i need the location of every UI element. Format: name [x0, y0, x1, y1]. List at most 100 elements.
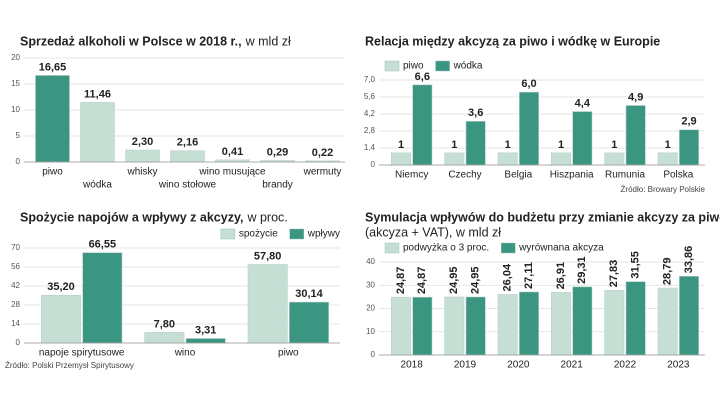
bar: [679, 129, 699, 166]
bar: [465, 296, 486, 356]
value-label: 0,29: [267, 146, 288, 158]
bar: [551, 292, 571, 356]
y-tick-label: 0: [371, 160, 376, 169]
value-label: 6,6: [415, 71, 430, 83]
value-label: 4,4: [575, 97, 591, 109]
legend-swatch: [384, 60, 400, 72]
x-tick-label: Belgia: [504, 170, 532, 181]
legend-swatch: [435, 60, 450, 72]
value-label: 30,14: [295, 288, 323, 300]
x-tick-label: wino musujące: [198, 167, 266, 178]
value-label: 2,9: [681, 116, 696, 128]
x-tick-label: Hiszpania: [550, 170, 594, 181]
x-tick-label: 2021: [561, 360, 584, 371]
value-label: 57,80: [254, 250, 282, 262]
bar: [185, 338, 226, 344]
bar: [657, 152, 678, 166]
y-tick-label: 0: [16, 157, 21, 166]
legend-label: spożycie: [239, 229, 278, 240]
bar: [604, 289, 625, 356]
value-label: 1: [505, 139, 511, 151]
legend-swatch: [289, 228, 305, 240]
bar: [572, 111, 593, 166]
value-label: 1: [451, 139, 457, 151]
value-label: 0,22: [312, 147, 333, 159]
value-label: 1: [611, 139, 617, 151]
y-tick-label: 20: [11, 53, 20, 62]
bar: [551, 152, 571, 166]
y-tick-label: 15: [11, 79, 20, 88]
bar: [572, 286, 593, 356]
bar: [82, 252, 123, 344]
value-label: 7,80: [154, 318, 175, 330]
bar: [412, 296, 433, 356]
value-label: 26,04: [502, 263, 514, 291]
value-label: 33,86: [683, 246, 695, 274]
bar: [412, 84, 433, 166]
y-tick-label: 20: [366, 304, 375, 313]
y-tick-label: 1,4: [364, 143, 376, 152]
value-label: 2,30: [132, 136, 153, 148]
bar: [604, 152, 625, 166]
legend-label: wpływy: [307, 229, 340, 240]
y-tick-label: 4,2: [364, 109, 376, 118]
x-tick-label: wino stołowe: [158, 180, 217, 191]
value-label: 11,46: [84, 88, 111, 100]
x-tick-label: brandy: [262, 180, 293, 191]
x-tick-label: Niemcy: [395, 170, 428, 181]
value-label: 35,20: [47, 281, 75, 293]
value-label: 16,65: [39, 61, 67, 73]
x-tick-label: wermuty: [303, 167, 342, 178]
legend-label: wyrównana akcyza: [518, 243, 604, 254]
y-tick-label: 0: [371, 350, 376, 359]
x-tick-label: napoje spirytusowe: [39, 348, 125, 359]
chart-title: Relacja między akcyzą za piwo i wódkę w …: [365, 34, 660, 48]
value-label: 31,55: [630, 251, 642, 279]
y-tick-label: 0: [16, 338, 21, 347]
bar: [247, 264, 288, 344]
bar: [80, 102, 115, 163]
value-label: 26,91: [555, 262, 567, 290]
value-label: 1: [558, 139, 564, 151]
value-label: 24,95: [448, 266, 460, 294]
y-tick-label: 14: [11, 319, 20, 328]
x-tick-label: Czechy: [448, 170, 481, 181]
bar: [170, 150, 205, 163]
y-tick-label: 10: [366, 327, 375, 336]
x-tick-label: 2018: [401, 360, 424, 371]
bar: [144, 332, 185, 344]
chart-subtitle: (akcyza + VAT), w mld zł: [365, 225, 501, 239]
value-label: 66,55: [89, 239, 117, 251]
y-tick-label: 42: [11, 281, 20, 290]
bar: [41, 294, 81, 344]
chart-title: Spożycie napojów a wpływy z akcyzy,: [20, 210, 243, 224]
bar: [444, 152, 465, 166]
x-tick-label: wódka: [82, 180, 112, 191]
x-tick-label: wino: [174, 348, 196, 359]
y-tick-label: 5: [16, 131, 21, 140]
legend-swatch: [220, 228, 236, 240]
bar: [519, 91, 539, 166]
x-tick-label: 2022: [614, 360, 637, 371]
bar: [625, 105, 646, 166]
value-label: 29,31: [576, 256, 588, 284]
chart-title: Sprzedaż alkoholi w Polsce w 2018 r.,: [20, 34, 242, 48]
value-label: 1: [665, 139, 671, 151]
bar: [391, 152, 411, 166]
chart-subtitle: w mld zł: [245, 34, 291, 48]
legend-label: piwo: [403, 61, 424, 72]
y-tick-label: 70: [11, 243, 20, 252]
x-tick-label: 2020: [507, 360, 530, 371]
x-tick-label: 2023: [667, 360, 690, 371]
y-tick-label: 40: [366, 257, 375, 266]
value-label: 28,79: [662, 258, 674, 286]
y-tick-label: 10: [11, 105, 20, 114]
bar: [289, 301, 329, 344]
bar: [625, 281, 646, 356]
value-label: 4,9: [628, 91, 643, 103]
chart-title: Symulacja wpływów do budżetu przy zmiani…: [365, 210, 720, 224]
bar: [125, 149, 160, 163]
x-tick-label: 2019: [454, 360, 477, 371]
legend-label: wódka: [453, 61, 483, 72]
